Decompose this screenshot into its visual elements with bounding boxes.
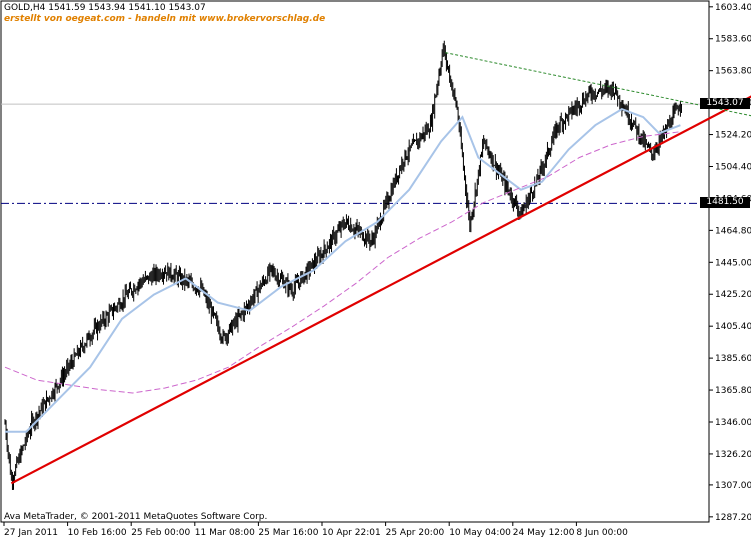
- x-tick-label: 25 Feb 00:00: [131, 528, 190, 538]
- x-tick-label: 24 May 12:00: [513, 528, 575, 538]
- symbol-ohlc-label: GOLD,H4 1541.59 1543.94 1541.10 1543.07: [4, 3, 206, 13]
- y-tick-label: 1603.40: [715, 3, 751, 13]
- y-tick-label: 1326.20: [715, 450, 751, 460]
- y-tick-label: 1307.00: [715, 481, 751, 491]
- y-tick-label: 1583.60: [715, 35, 751, 45]
- y-tick-label: 1385.60: [715, 354, 751, 364]
- y-tick-label: 1365.80: [715, 386, 751, 396]
- copyright-label: Ava MetaTrader, © 2001-2011 MetaQuotes S…: [4, 512, 267, 522]
- y-tick-label: 1425.20: [715, 290, 751, 300]
- y-tick-label: 1445.00: [715, 258, 751, 268]
- y-tick-label: 1346.00: [715, 418, 751, 428]
- x-tick-label: 25 Mar 16:00: [258, 528, 318, 538]
- x-tick-label: 10 May 04:00: [449, 528, 511, 538]
- x-tick-label: 27 Jan 2011: [4, 528, 58, 538]
- y-tick-label: 1563.80: [715, 67, 751, 77]
- y-tick-label: 1524.20: [715, 131, 751, 141]
- y-tick-label: 1405.40: [715, 322, 751, 332]
- current-price-tag: 1543.07: [700, 98, 750, 109]
- x-tick-label: 10 Feb 16:00: [68, 528, 127, 538]
- y-tick-label: 1464.80: [715, 226, 751, 236]
- plot-area: [1, 1, 709, 522]
- x-tick-label: 8 Jun 00:00: [576, 528, 628, 538]
- x-tick-label: 25 Apr 20:00: [386, 528, 445, 538]
- credit-label: erstellt von oegeat.com - handeln mit ww…: [4, 14, 325, 24]
- x-tick-label: 10 Apr 22:01: [322, 528, 381, 538]
- horizontal-level-tag: 1481.50: [700, 197, 750, 208]
- x-tick-label: 11 Mar 08:00: [195, 528, 255, 538]
- y-tick-label: 1504.40: [715, 162, 751, 172]
- y-tick-label: 1287.20: [715, 513, 751, 523]
